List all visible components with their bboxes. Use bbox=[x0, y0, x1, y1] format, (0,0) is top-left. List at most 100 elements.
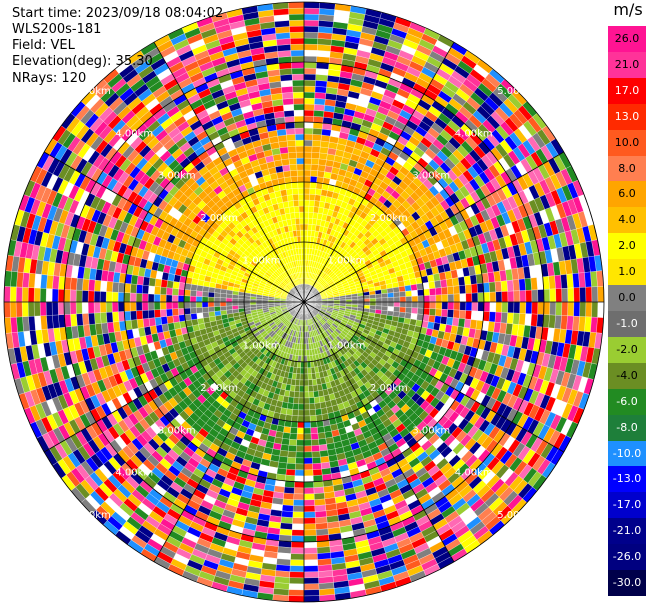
ppi-gate bbox=[142, 284, 149, 294]
ppi-gate bbox=[303, 97, 315, 105]
ppi-gate bbox=[446, 278, 454, 288]
ppi-gate bbox=[291, 415, 299, 422]
ppi-gate bbox=[303, 25, 319, 33]
ppi-gate bbox=[512, 279, 520, 292]
ppi-gate bbox=[81, 290, 89, 303]
ppi-gate bbox=[303, 109, 315, 117]
ppi-gate bbox=[15, 286, 23, 303]
ppi-gate bbox=[312, 474, 323, 482]
ppi-gate bbox=[290, 553, 305, 561]
ppi-gate bbox=[278, 455, 288, 464]
ppi-gate bbox=[303, 7, 320, 15]
ppi-gate bbox=[286, 408, 293, 416]
ppi-gate bbox=[296, 439, 305, 447]
ppi-gate bbox=[112, 311, 120, 323]
ppi-gate bbox=[291, 529, 305, 537]
ppi-gate bbox=[381, 293, 389, 299]
ppi-gate bbox=[573, 301, 581, 317]
ppi-gate bbox=[76, 313, 84, 326]
ppi-gate bbox=[555, 301, 563, 316]
ppi-gate bbox=[311, 445, 320, 452]
ppi-gate bbox=[585, 301, 593, 318]
ppi-gate bbox=[76, 278, 84, 291]
ppi-gate bbox=[298, 403, 305, 411]
ppi-gate bbox=[142, 318, 151, 328]
ppi-gate bbox=[537, 289, 545, 303]
ppi-gate bbox=[21, 301, 29, 317]
ppi-gate bbox=[129, 292, 137, 303]
ppi-gate bbox=[303, 229, 308, 237]
ppi-gate bbox=[404, 312, 412, 320]
ppi-gate bbox=[381, 297, 389, 303]
ppi-gate bbox=[387, 292, 395, 298]
ppi-gate bbox=[471, 292, 479, 303]
ppi-gate bbox=[518, 313, 526, 326]
ppi-gate bbox=[393, 296, 401, 303]
ppi-gate bbox=[51, 301, 59, 316]
ppi-gate bbox=[316, 546, 331, 554]
ppi-gate bbox=[280, 516, 293, 524]
ppi-gate bbox=[513, 290, 521, 303]
ppi-gate bbox=[303, 1, 320, 9]
ppi-gate bbox=[303, 475, 314, 483]
ppi-gate bbox=[303, 235, 308, 243]
ppi-gate bbox=[310, 427, 318, 434]
ppi-gate bbox=[303, 589, 320, 597]
ppi-gate bbox=[309, 409, 317, 416]
ppi-gate bbox=[87, 301, 95, 314]
ppi-gate bbox=[207, 291, 215, 298]
ppi-gate bbox=[202, 311, 210, 319]
ppi-gate bbox=[530, 313, 538, 327]
ppi-gate bbox=[429, 301, 437, 310]
ppi-gate bbox=[483, 292, 491, 303]
ppi-gate bbox=[374, 289, 382, 295]
ppi-gate bbox=[423, 295, 431, 303]
ppi-gate bbox=[303, 187, 311, 195]
ppi-gate bbox=[189, 301, 197, 309]
ppi-gate bbox=[317, 164, 326, 172]
ppi-gate bbox=[518, 278, 526, 291]
ppi-gate bbox=[46, 274, 54, 289]
ppi-gate bbox=[81, 301, 89, 314]
ppi-gate bbox=[57, 301, 65, 316]
ppi-gate bbox=[295, 451, 305, 459]
ppi-gate bbox=[312, 468, 323, 476]
ppi-gate bbox=[303, 217, 309, 225]
ppi-gate bbox=[453, 301, 461, 311]
ppi-gate bbox=[312, 457, 322, 464]
ppi-gate bbox=[409, 278, 417, 286]
ppi-gate bbox=[141, 293, 149, 303]
ppi-gate bbox=[303, 19, 319, 27]
ppi-gate bbox=[313, 486, 325, 494]
ppi-gate bbox=[279, 450, 289, 458]
ppi-gate bbox=[288, 439, 297, 446]
ppi-gate bbox=[303, 553, 318, 561]
ppi-gate bbox=[495, 291, 503, 303]
ppi-gate bbox=[315, 74, 328, 82]
ppi-gate bbox=[213, 301, 221, 307]
ppi-gate bbox=[320, 455, 330, 464]
ppi-gate bbox=[296, 445, 305, 453]
ppi-gate bbox=[303, 559, 318, 567]
ppi-gate bbox=[219, 297, 227, 303]
ppi-gate bbox=[411, 289, 418, 297]
ppi-gate bbox=[380, 288, 388, 294]
ppi-gate bbox=[249, 299, 257, 303]
ppi-gate bbox=[160, 286, 167, 295]
ppi-gate bbox=[300, 361, 305, 369]
ppi-gate bbox=[303, 391, 310, 399]
ppi-gate bbox=[280, 444, 290, 452]
ppi-gate bbox=[292, 505, 305, 513]
ppi-gate bbox=[63, 289, 71, 303]
ppi-gate bbox=[303, 385, 309, 393]
ppi-gate bbox=[290, 541, 305, 549]
ppi-gate bbox=[177, 295, 185, 303]
ppi-gate bbox=[279, 528, 293, 536]
ppi-gate bbox=[303, 145, 313, 153]
ppi-gate bbox=[303, 535, 317, 543]
ppi-gate bbox=[312, 378, 318, 386]
ppi-gate bbox=[318, 395, 326, 403]
ppi-gate bbox=[306, 343, 310, 351]
ppi-gate bbox=[317, 38, 332, 46]
ppi-gate bbox=[306, 355, 311, 363]
